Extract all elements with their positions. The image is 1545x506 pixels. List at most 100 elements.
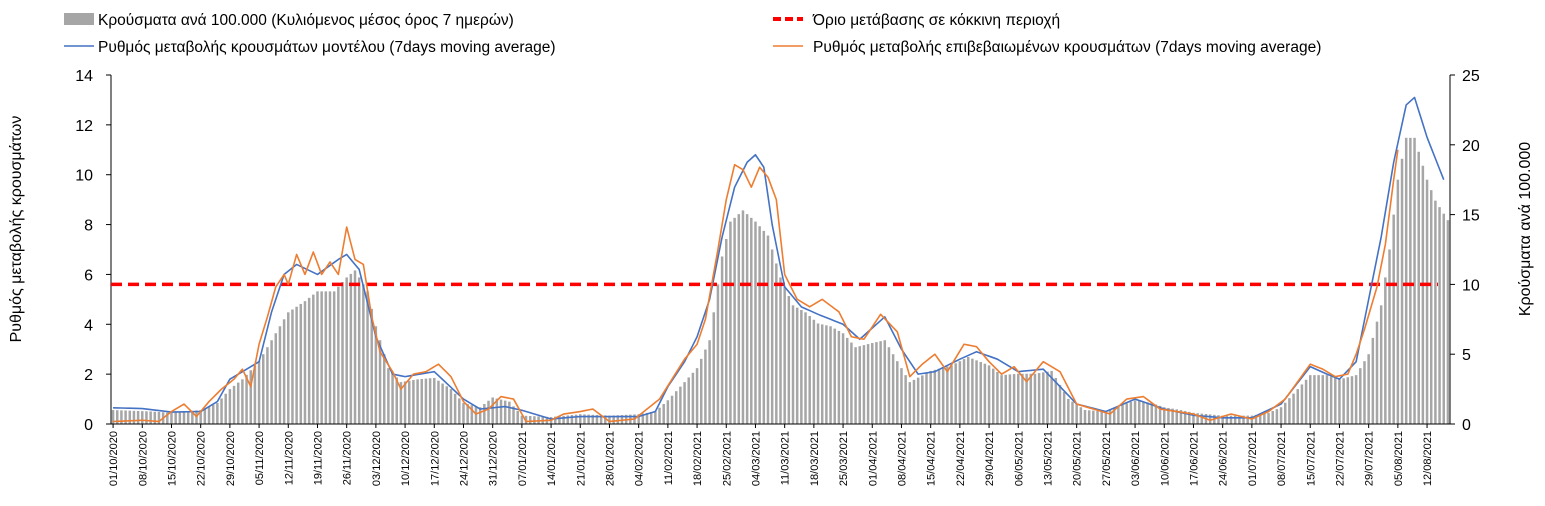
x-tick-label: 08/10/2020 <box>137 431 149 486</box>
x-tick-label: 01/10/2020 <box>108 431 120 486</box>
bar <box>762 230 766 424</box>
bar <box>216 403 219 424</box>
bar <box>424 378 428 424</box>
bar <box>178 412 182 424</box>
bar <box>282 319 286 424</box>
bar <box>491 397 494 424</box>
bar <box>1012 374 1016 424</box>
y-left-tick-label: 12 <box>75 118 93 135</box>
bar <box>704 349 707 424</box>
bars-series <box>111 137 1450 425</box>
x-tick-label: 05/08/2021 <box>1393 431 1405 486</box>
bar <box>478 407 482 424</box>
bar <box>962 359 966 424</box>
bar <box>1338 379 1341 424</box>
bar <box>182 411 186 424</box>
x-tick-label: 01/07/2021 <box>1247 431 1259 486</box>
bar <box>904 375 907 424</box>
bar <box>966 356 970 424</box>
bar <box>1359 368 1362 424</box>
bar <box>1288 398 1291 424</box>
bar <box>1425 179 1429 424</box>
bar <box>128 410 132 424</box>
y-left-tick-label: 10 <box>75 168 93 185</box>
bar <box>1092 410 1095 424</box>
x-tick-label: 17/12/2020 <box>429 431 441 486</box>
bar <box>445 386 449 424</box>
bar <box>954 363 957 424</box>
bar <box>1371 337 1375 424</box>
bar <box>1242 415 1245 424</box>
bar <box>1158 405 1162 424</box>
y-left-tick-label: 0 <box>84 417 93 434</box>
bar <box>912 379 916 424</box>
x-tick-label: 05/11/2020 <box>254 431 266 485</box>
bar <box>1054 377 1058 424</box>
bar <box>1342 378 1345 424</box>
bar <box>1167 407 1170 424</box>
bar <box>374 326 378 424</box>
bar <box>1279 407 1283 424</box>
legend-model-label: Ρυθμός μεταβολής κρουσμάτων μοντέλου (7d… <box>98 39 556 56</box>
lines <box>111 96 1445 423</box>
y-right-tick-label: 0 <box>1462 417 1471 434</box>
bar <box>1154 404 1158 424</box>
bar <box>783 286 786 424</box>
bar <box>1188 411 1191 424</box>
bar <box>1163 407 1166 424</box>
bar <box>387 368 390 424</box>
bar <box>1413 137 1416 424</box>
bar <box>449 389 453 424</box>
x-tick-label: 25/02/2021 <box>721 431 733 486</box>
bar <box>453 393 457 424</box>
x-tick-label: 10/12/2020 <box>400 431 412 486</box>
bar <box>316 291 319 424</box>
bar <box>733 217 736 424</box>
bar <box>779 277 782 424</box>
bar <box>891 354 895 424</box>
bar <box>1400 158 1404 424</box>
bar <box>253 365 257 424</box>
bar <box>570 415 574 424</box>
bar <box>800 309 803 424</box>
model-rate-line <box>113 96 1445 420</box>
bar <box>1108 409 1112 424</box>
bar <box>1087 410 1091 424</box>
bar <box>816 323 820 424</box>
y-right-tick-label: 25 <box>1462 68 1480 85</box>
bar <box>737 214 741 424</box>
x-tick-label: 27/05/2021 <box>1101 431 1113 486</box>
bar <box>1050 370 1053 424</box>
bar <box>1196 413 1199 424</box>
bar <box>862 345 866 424</box>
bar <box>1417 151 1420 424</box>
bar <box>958 361 962 424</box>
bar <box>132 410 136 424</box>
bar <box>412 380 415 424</box>
x-tick-label: 07/01/2021 <box>517 431 529 486</box>
bar <box>495 398 499 424</box>
bar <box>149 411 152 424</box>
x-tick-label: 08/04/2021 <box>896 431 908 486</box>
bar <box>174 412 177 424</box>
bar <box>658 407 661 424</box>
x-tick-label: 15/07/2021 <box>1305 431 1317 486</box>
bar <box>320 291 323 424</box>
bar <box>145 411 148 424</box>
bar <box>1442 213 1445 424</box>
x-tick-label: 12/08/2021 <box>1422 431 1434 486</box>
bar <box>875 342 878 424</box>
bar <box>1112 408 1116 424</box>
x-tick-label: 29/04/2021 <box>984 431 996 486</box>
bar <box>604 415 607 424</box>
bar <box>1438 207 1441 424</box>
bar <box>1404 137 1408 424</box>
bar <box>270 340 273 424</box>
bar <box>437 380 440 424</box>
bar <box>1046 371 1049 424</box>
bar <box>583 414 586 424</box>
bar <box>224 393 227 424</box>
bar <box>637 414 640 424</box>
bar <box>345 277 348 424</box>
y-right-tick-label: 10 <box>1462 277 1480 294</box>
